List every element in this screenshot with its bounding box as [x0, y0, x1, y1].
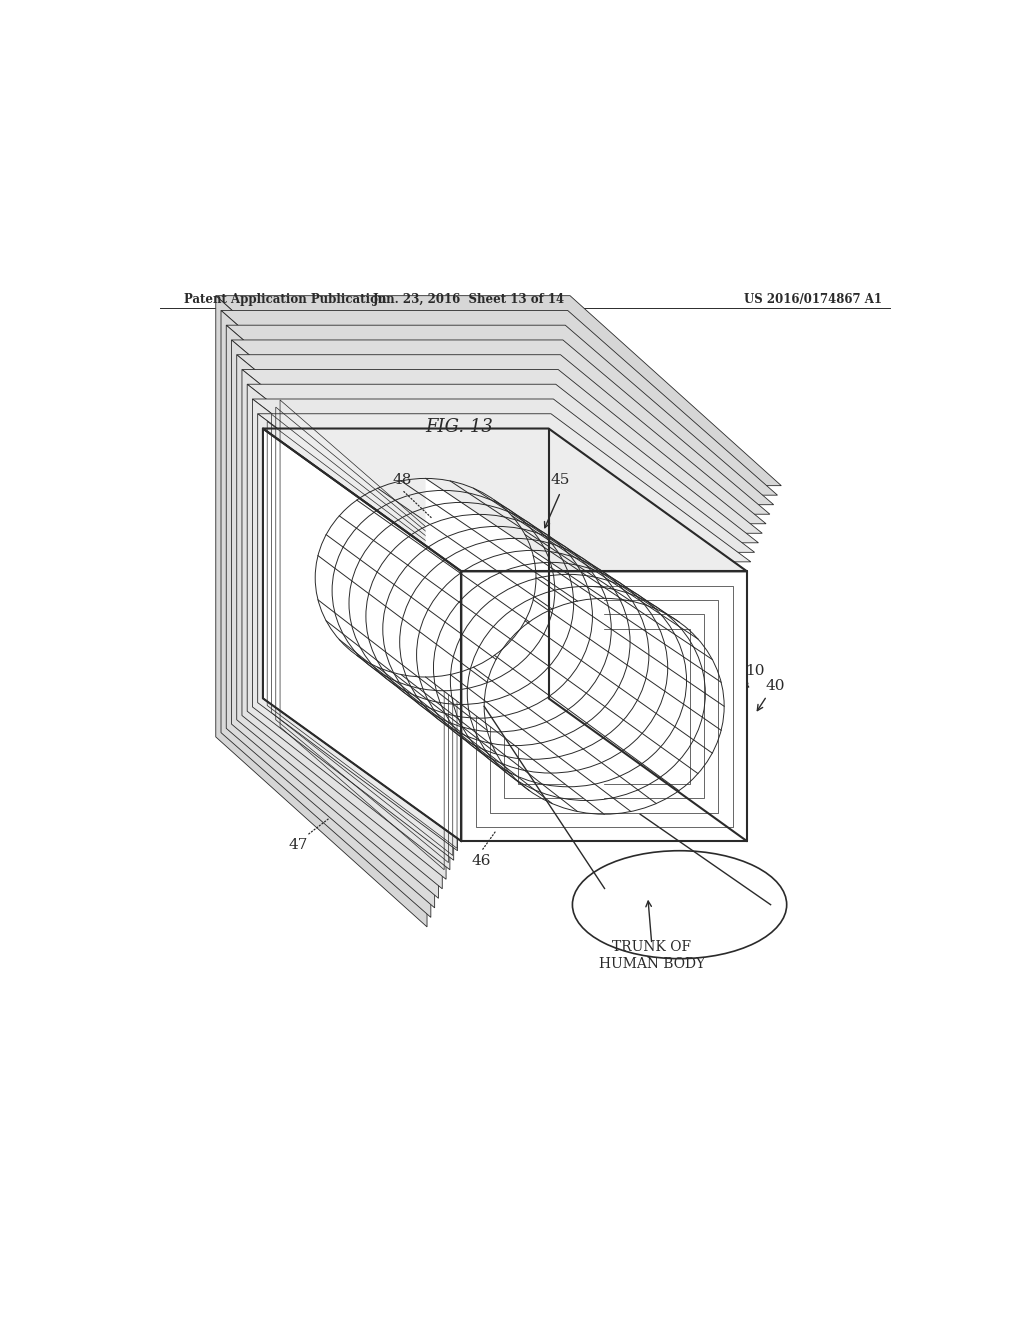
Text: Patent Application Publication: Patent Application Publication — [183, 293, 386, 306]
Polygon shape — [247, 384, 450, 870]
Polygon shape — [242, 370, 446, 879]
Text: 46: 46 — [471, 854, 490, 869]
Polygon shape — [426, 478, 604, 814]
Polygon shape — [253, 399, 755, 552]
Text: FIG. 13: FIG. 13 — [426, 418, 494, 437]
Polygon shape — [237, 355, 442, 888]
Polygon shape — [231, 341, 438, 899]
Text: 40: 40 — [765, 680, 784, 693]
Polygon shape — [461, 572, 748, 841]
Text: 45: 45 — [551, 473, 570, 487]
Ellipse shape — [572, 850, 786, 958]
Polygon shape — [258, 413, 751, 562]
Text: 47: 47 — [289, 838, 308, 853]
Text: US 2016/0174867 A1: US 2016/0174867 A1 — [743, 293, 882, 306]
Polygon shape — [216, 296, 781, 486]
Polygon shape — [263, 429, 748, 572]
Polygon shape — [221, 310, 777, 495]
Polygon shape — [263, 429, 461, 841]
Text: TRUNK OF
HUMAN BODY: TRUNK OF HUMAN BODY — [599, 940, 705, 970]
Polygon shape — [247, 384, 759, 543]
Polygon shape — [221, 310, 431, 917]
Text: 48: 48 — [392, 473, 412, 487]
Text: 10: 10 — [745, 664, 765, 677]
Text: Jun. 23, 2016  Sheet 13 of 14: Jun. 23, 2016 Sheet 13 of 14 — [373, 293, 565, 306]
Polygon shape — [231, 341, 770, 515]
Polygon shape — [226, 325, 774, 504]
Polygon shape — [258, 413, 458, 850]
Polygon shape — [237, 355, 766, 524]
Polygon shape — [226, 325, 434, 908]
Polygon shape — [263, 429, 461, 841]
Polygon shape — [253, 399, 454, 861]
Polygon shape — [242, 370, 762, 533]
Polygon shape — [216, 296, 427, 927]
